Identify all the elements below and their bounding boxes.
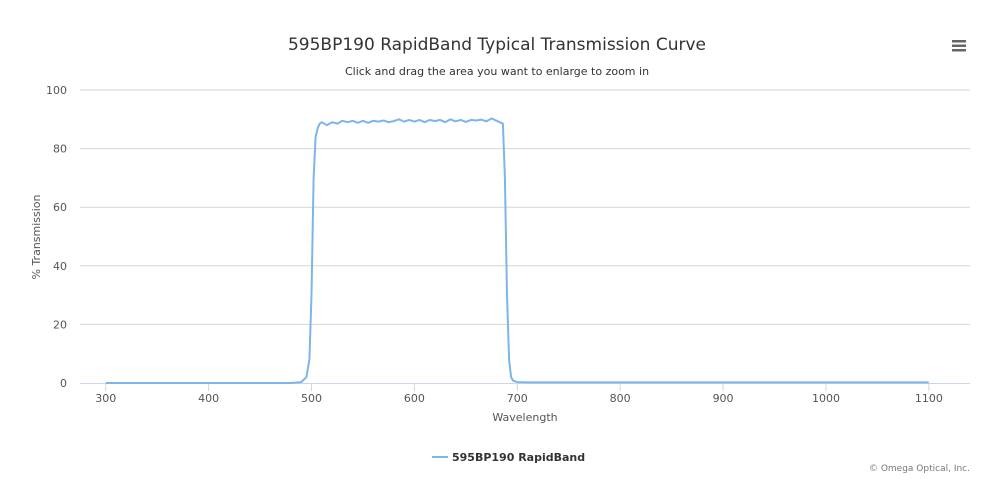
data-point[interactable] [319, 119, 325, 125]
data-point[interactable] [103, 380, 109, 386]
hamburger-menu-icon[interactable] [948, 36, 970, 56]
y-tick-label: 100 [46, 84, 67, 97]
data-point[interactable] [478, 117, 484, 123]
data-point[interactable] [427, 117, 433, 123]
series-layer[interactable] [103, 115, 932, 386]
data-point[interactable] [324, 122, 330, 128]
data-point[interactable] [458, 117, 464, 123]
series-line[interactable] [105, 117, 929, 384]
data-point[interactable] [514, 379, 520, 385]
data-point[interactable] [381, 118, 387, 124]
x-tick-label: 1000 [812, 392, 840, 405]
data-point[interactable] [360, 118, 366, 124]
data-point[interactable] [720, 379, 726, 385]
data-point[interactable] [350, 118, 356, 124]
x-axis-title: Wavelength [492, 411, 557, 424]
data-point[interactable] [617, 379, 623, 385]
data-point[interactable] [453, 118, 459, 124]
data-point[interactable] [468, 117, 474, 123]
x-tick-label: 1100 [915, 392, 943, 405]
x-tick-label: 400 [198, 392, 219, 405]
data-point[interactable] [339, 118, 345, 124]
data-point[interactable] [926, 379, 932, 385]
x-tick-label: 900 [713, 392, 734, 405]
data-point[interactable] [504, 292, 510, 298]
x-axis-ticks: 300 400 500 600 700 800 900 1000 1100 [95, 383, 943, 405]
y-axis-title: % Transmission [30, 194, 43, 279]
data-point[interactable] [329, 119, 335, 125]
x-tick-label: 700 [507, 392, 528, 405]
legend-item-label[interactable]: 595BP190 RapidBand [452, 451, 585, 464]
data-point[interactable] [309, 292, 315, 298]
data-point[interactable] [483, 118, 489, 124]
data-point[interactable] [355, 120, 361, 126]
data-point[interactable] [365, 120, 371, 126]
data-point[interactable] [473, 118, 479, 124]
data-point[interactable] [506, 357, 512, 363]
data-point[interactable] [345, 119, 351, 125]
data-point[interactable] [303, 374, 309, 380]
grid-lines [80, 89, 970, 325]
data-point[interactable] [489, 115, 495, 121]
data-point[interactable] [311, 175, 317, 181]
y-tick-label: 40 [53, 260, 67, 273]
chart-subtitle: Click and drag the area you want to enla… [345, 65, 649, 78]
data-point[interactable] [417, 117, 423, 123]
data-point[interactable] [391, 118, 397, 124]
data-point[interactable] [298, 379, 304, 385]
y-axis-ticks: 0 20 40 60 80 100 [46, 84, 67, 390]
x-tick-label: 600 [404, 392, 425, 405]
data-point[interactable] [306, 357, 312, 363]
y-tick-label: 60 [53, 201, 67, 214]
data-point[interactable] [334, 121, 340, 127]
data-point[interactable] [502, 175, 508, 181]
y-tick-label: 0 [60, 377, 67, 390]
data-point[interactable] [463, 119, 469, 125]
data-point[interactable] [313, 134, 319, 140]
data-point[interactable] [375, 119, 381, 125]
data-point[interactable] [411, 119, 417, 125]
credits[interactable]: © Omega Optical, Inc. [869, 464, 970, 474]
data-point[interactable] [437, 117, 443, 123]
data-point[interactable] [823, 379, 829, 385]
data-point[interactable] [406, 117, 412, 123]
y-tick-label: 80 [53, 143, 67, 156]
data-point[interactable] [432, 118, 438, 124]
data-point[interactable] [288, 380, 294, 386]
x-tick-label: 500 [301, 392, 322, 405]
x-tick-label: 300 [95, 392, 116, 405]
data-point[interactable] [386, 119, 392, 125]
data-point[interactable] [401, 119, 407, 125]
chart-title: 595BP190 RapidBand Typical Transmission … [288, 35, 706, 55]
data-point[interactable] [442, 119, 448, 125]
data-point[interactable] [500, 121, 506, 127]
legend[interactable]: 595BP190 RapidBand [432, 451, 585, 464]
data-point[interactable] [206, 380, 212, 386]
data-point[interactable] [525, 379, 531, 385]
y-tick-label: 20 [53, 318, 67, 331]
data-point[interactable] [370, 118, 376, 124]
data-point[interactable] [422, 119, 428, 125]
data-point[interactable] [396, 116, 402, 122]
x-tick-label: 800 [610, 392, 631, 405]
